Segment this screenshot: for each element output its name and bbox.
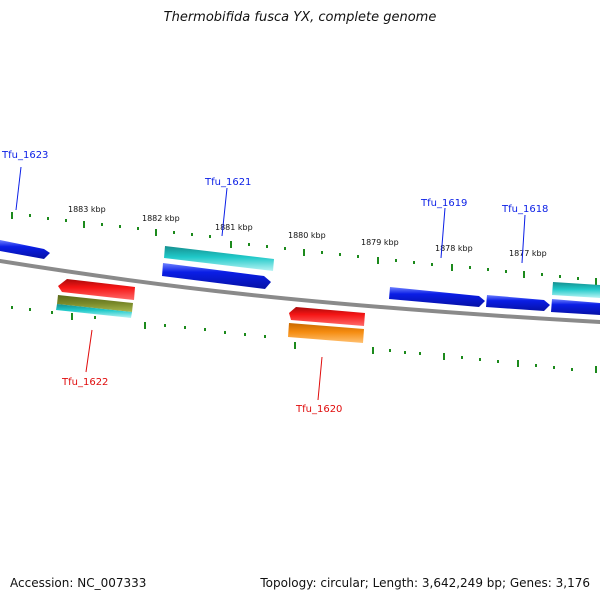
gene-label-tfu-1622[interactable]: Tfu_1622 [61,377,108,388]
kbp-label-1882: 1882 kbp [142,214,180,223]
feature-tfu-1618-cds[interactable] [486,295,550,311]
feature-tfu-1623-cds[interactable] [0,240,50,259]
connector-tfu-1623 [15,166,22,211]
genome-backbone [0,259,600,324]
feature-tfu-1621-gene[interactable] [164,246,274,271]
upper-tick-ring [11,212,597,285]
gene-label-tfu-1619[interactable]: Tfu_1619 [420,198,467,209]
gene-label-tfu-1623[interactable]: Tfu_1623 [1,150,48,161]
feature-tfu-1622-olive[interactable] [57,295,133,312]
connector-tfu-1620 [317,356,323,401]
feature-tfu-1620-rna[interactable] [289,307,365,326]
connector-tfu-1622 [85,329,93,373]
feature-tfu-1619-cds[interactable] [389,287,485,307]
kbp-label-1879: 1879 kbp [361,238,399,247]
kbp-label-1877: 1877 kbp [509,249,547,258]
kbp-label-1880: 1880 kbp [288,231,326,240]
genome-summary-text: Topology: circular; Length: 3,642,249 bp… [260,576,590,590]
feature-tfu-1617-cds[interactable] [551,299,600,315]
accession-text: Accession: NC_007333 [10,576,147,590]
gene-label-tfu-1620[interactable]: Tfu_1620 [295,404,342,415]
feature-tfu-1620-orange[interactable] [288,323,364,343]
label-connectors [15,166,526,401]
feature-tfu-1617-gene[interactable] [552,282,600,298]
gene-label-tfu-1618[interactable]: Tfu_1618 [501,204,548,215]
connector-tfu-1619 [440,207,446,259]
kbp-label-1883: 1883 kbp [68,205,106,214]
connector-tfu-1618 [521,214,526,264]
feature-tfu-1621-cds[interactable] [162,263,271,289]
kbp-label-1878: 1878 kbp [435,244,473,253]
feature-tfu-1622-rna[interactable] [58,279,135,300]
gene-labels: Tfu_1623 Tfu_1621 Tfu_1619 Tfu_1618 Tfu_… [1,150,548,415]
gene-label-tfu-1621[interactable]: Tfu_1621 [204,177,251,188]
feature-tfu-1622-gene[interactable] [56,304,132,318]
forward-features [0,240,600,315]
lower-tick-ring [11,306,597,373]
kbp-label-1881: 1881 kbp [215,223,253,232]
kbp-labels: 1883 kbp 1882 kbp 1881 kbp 1880 kbp 1879… [68,205,547,258]
connector-tfu-1621 [221,187,228,237]
reverse-features [56,279,365,343]
page-title: Thermobifida fusca YX, complete genome [163,10,437,25]
